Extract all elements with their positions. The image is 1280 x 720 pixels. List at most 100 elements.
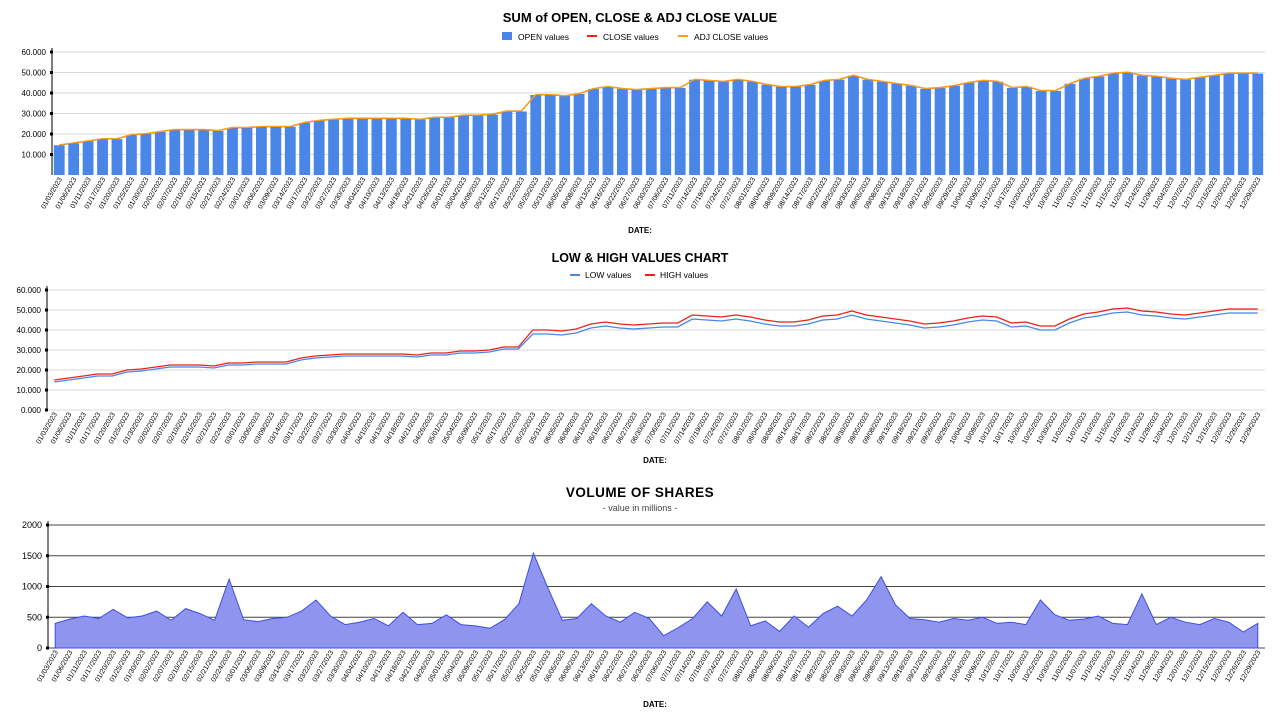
chart2-y-axis: 0.000 10.000 20.000 30.000 40.000 50.000 60.00… <box>17 286 48 415</box>
open-bar <box>746 81 758 175</box>
chart2-title: LOW & HIGH VALUES CHART <box>552 251 729 265</box>
y-tick-label: 30.000 <box>22 110 47 119</box>
open-bar <box>342 118 354 175</box>
y-tick-label: 0.000 <box>21 406 42 415</box>
chart2-legend: LOW values HIGH values <box>570 270 708 280</box>
open-bar <box>198 129 210 175</box>
open-bar <box>848 75 859 175</box>
open-bar <box>602 86 614 175</box>
open-bar <box>284 126 296 175</box>
chart2-legend-low-label: LOW values <box>585 270 631 280</box>
open-bar <box>905 85 917 175</box>
open-bar <box>443 117 455 175</box>
open-bar <box>573 94 585 175</box>
open-bar <box>992 81 1004 175</box>
open-bar <box>458 115 469 175</box>
open-bar <box>963 82 975 175</box>
open-bar <box>920 88 932 175</box>
y-tick-label: 40.000 <box>22 89 47 98</box>
chart1-bars <box>53 72 1264 175</box>
open-bar <box>1122 72 1134 175</box>
chart1-legend-adj-label: ADJ CLOSE values <box>694 32 768 42</box>
open-bar <box>299 122 311 175</box>
y-tick-label: 500 <box>27 612 42 622</box>
open-bar <box>385 118 397 175</box>
chart2-gridlines <box>47 289 1265 411</box>
open-bar <box>1136 75 1148 175</box>
open-bar <box>616 88 628 175</box>
chart3-title: VOLUME OF SHARES <box>566 485 714 500</box>
open-bar <box>371 118 383 175</box>
open-bar <box>689 79 701 175</box>
open-bar <box>588 88 599 175</box>
open-bar <box>97 139 108 175</box>
open-bar <box>501 111 513 175</box>
open-bar <box>833 79 845 175</box>
y-tick-label: 50.000 <box>17 306 42 315</box>
open-bar <box>472 115 484 175</box>
open-bar <box>169 129 181 175</box>
open-bar <box>400 118 412 175</box>
open-bar <box>515 111 527 175</box>
open-bar <box>82 141 94 175</box>
open-bar <box>1050 90 1062 175</box>
volume-chart: VOLUME OF SHARES - value in millions - 0… <box>22 485 1265 709</box>
y-tick-label: 60.000 <box>17 286 42 295</box>
open-bar <box>227 127 238 175</box>
open-bar <box>328 119 340 175</box>
chart3-x-axis: 01/03/202301/06/202301/11/202301/17/2023… <box>36 649 1262 683</box>
y-tick-label: 10.000 <box>22 151 47 160</box>
open-bar <box>313 120 325 175</box>
chart1-adjclose-line <box>59 71 1258 146</box>
y-tick-label: 20.000 <box>17 366 42 375</box>
open-bar <box>674 87 686 175</box>
open-bar <box>559 96 571 175</box>
open-bar <box>357 118 368 175</box>
chart2-legend-high-label: HIGH values <box>660 270 708 280</box>
open-bar <box>819 80 830 175</box>
open-bar <box>255 126 267 175</box>
chart2-high-line <box>54 307 1258 381</box>
open-bar <box>703 80 715 175</box>
open-bar <box>1064 83 1076 175</box>
open-bar <box>154 131 166 175</box>
open-bar <box>732 79 744 175</box>
open-bar <box>1237 73 1249 175</box>
chart2-x-label: DATE: <box>643 456 667 465</box>
y-tick-label: 30.000 <box>17 346 42 355</box>
open-bar <box>1223 73 1235 175</box>
chart2-low-line <box>54 311 1258 383</box>
open-bar <box>212 130 224 175</box>
chart1-title: SUM of OPEN, CLOSE & ADJ CLOSE VALUE <box>503 10 778 25</box>
open-bar <box>111 139 123 175</box>
open-bar <box>977 80 989 175</box>
open-bar <box>934 87 946 175</box>
open-bar <box>1107 73 1119 175</box>
open-bar <box>414 119 426 175</box>
y-tick-label: 10.000 <box>17 386 42 395</box>
open-bar <box>891 83 903 175</box>
chart3-subtitle: - value in millions - <box>603 503 678 513</box>
open-bar <box>761 84 773 175</box>
open-bar <box>718 81 729 175</box>
chart1-y-axis: 10.000 20.000 30.000 40.000 50.000 60.000 <box>22 48 53 175</box>
open-bar <box>1093 76 1105 175</box>
open-bar <box>790 86 802 175</box>
open-bar <box>544 95 556 175</box>
low-high-chart: LOW & HIGH VALUES CHART LOW values HIGH … <box>17 251 1265 465</box>
chart1-legend-open-label: OPEN values <box>518 32 569 42</box>
y-tick-label: 50.000 <box>22 69 47 78</box>
open-bar <box>1151 76 1163 175</box>
open-bar <box>1209 75 1220 175</box>
open-bar <box>1165 78 1177 175</box>
chart1-legend-open-swatch <box>502 32 512 40</box>
chart3-y-axis: 0 500 1000 1500 2000 <box>22 520 49 653</box>
open-bar <box>804 84 816 175</box>
chart1-legend: OPEN values CLOSE values ADJ CLOSE value… <box>502 32 768 42</box>
open-close-adjclose-chart: SUM of OPEN, CLOSE & ADJ CLOSE VALUE OPE… <box>22 10 1265 235</box>
open-bar <box>1006 87 1018 175</box>
open-bar <box>1021 86 1033 175</box>
open-bar <box>183 129 195 175</box>
y-tick-label: 1500 <box>22 551 42 561</box>
